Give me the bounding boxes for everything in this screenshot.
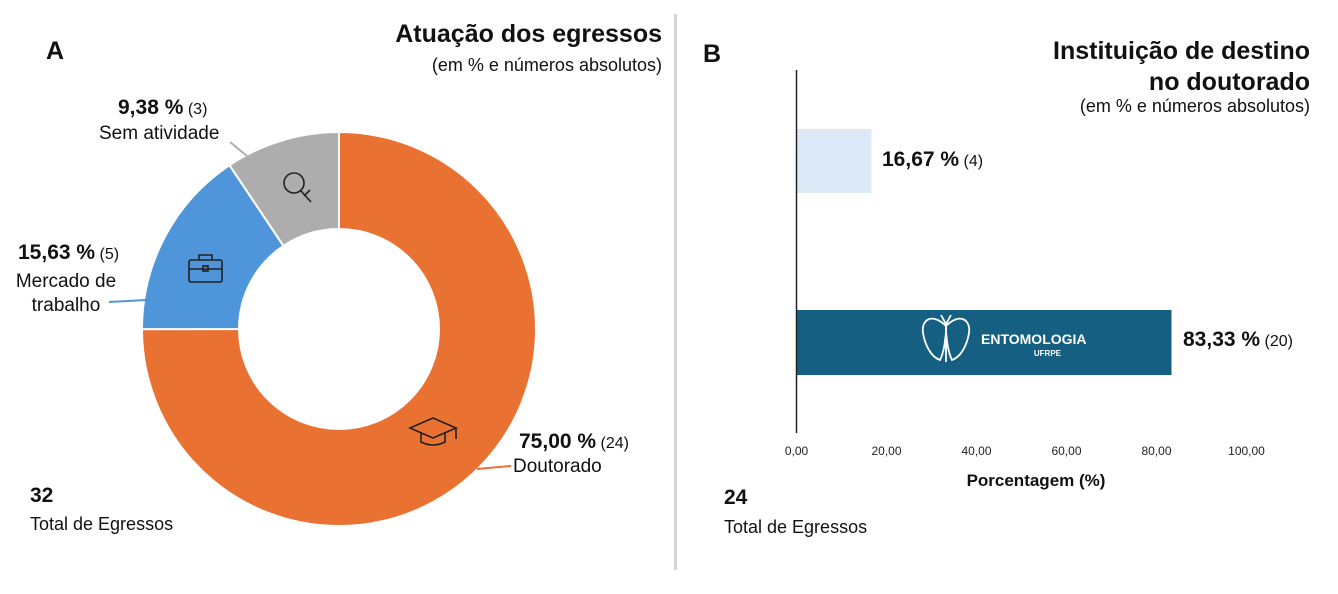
x-tick-label: 80,00 — [1141, 444, 1171, 458]
panel-a-total-label: Total de Egressos — [30, 514, 174, 534]
mercado-data-label: 15,63 % (5) — [18, 241, 119, 265]
bar-ufrpe — [796, 310, 1172, 375]
bar-1-data-label: 16,67 % (4) — [882, 148, 983, 172]
x-axis-ticks: 0,00 20,00 40,00 60,00 80,00 100,00 — [785, 444, 1265, 458]
mercado-count: (5) — [99, 246, 120, 263]
donut-slices — [140, 130, 537, 527]
panel-b-total-value: 24 — [724, 486, 748, 509]
logo-sub: UFRPE — [1034, 349, 1062, 358]
doutorado-data-label: 75,00 % (24) — [519, 430, 629, 454]
donut-slice-doutorado — [140, 130, 537, 527]
panel-b-letter: B — [703, 40, 722, 68]
sem-atividade-label: Sem atividade — [99, 123, 220, 144]
panel-a-subtitle: (em % e números absolutos) — [431, 55, 662, 75]
sem-atividade-data-label: 9,38 % (3) — [118, 96, 207, 120]
panel-a-letter: A — [46, 37, 65, 65]
doutorado-count: (24) — [600, 435, 629, 452]
x-tick-label: 0,00 — [785, 444, 809, 458]
mercado-label: Mercado de trabalho — [13, 270, 119, 318]
bar-2-data-label: 83,33 % (20) — [1183, 328, 1293, 352]
x-axis-title: Porcentagem (%) — [967, 471, 1106, 490]
entomologia-logo: ENTOMOLOGIA UFRPE — [921, 314, 1087, 362]
panel-a-total-value: 32 — [30, 484, 54, 507]
butterfly-icon — [921, 314, 971, 362]
bar-2-percent: 83,33 % — [1183, 328, 1261, 351]
x-tick-label: 20,00 — [871, 444, 901, 458]
sem-atividade-percent: 9,38 % — [118, 96, 184, 119]
mercado-label-line-2: trabalho — [31, 295, 101, 316]
panel-a-title: Atuação dos egressos — [395, 20, 662, 48]
bar-1-percent: 16,67 % — [882, 148, 960, 171]
bar-other — [796, 129, 872, 193]
briefcase-icon — [188, 254, 223, 283]
donut-slice-sem — [228, 130, 340, 248]
logo-name: ENTOMOLOGIA — [981, 331, 1087, 347]
panel-b-total-label: Total de Egressos — [724, 517, 868, 537]
doutorado-percent: 75,00 % — [519, 430, 597, 453]
panel-divider — [674, 14, 677, 570]
x-tick-label: 40,00 — [961, 444, 991, 458]
x-tick-label: 60,00 — [1051, 444, 1081, 458]
panel-b-title-line-1: Instituição de destino — [1053, 37, 1310, 65]
graduation-cap-icon — [407, 417, 459, 446]
bar-chart: 0,00 20,00 40,00 60,00 80,00 100,00 Porcentag… — [785, 70, 1265, 490]
doutorado-label: Doutorado — [513, 456, 602, 477]
doutorado-leader-line — [476, 465, 512, 470]
panel-b-title-line-2: no doutorado — [1148, 68, 1310, 96]
x-tick-label: 100,00 — [1228, 444, 1265, 458]
bar-2-count: (20) — [1264, 333, 1293, 350]
mercado-leader-line — [108, 299, 147, 303]
donut-chart — [108, 130, 537, 527]
sem-atividade-leader-line — [229, 141, 248, 157]
panel-b-subtitle: (em % e números absolutos) — [1079, 96, 1310, 116]
sem-atividade-count: (3) — [187, 101, 208, 118]
mercado-percent: 15,63 % — [18, 241, 96, 264]
mercado-label-line-1: Mercado de — [15, 271, 117, 292]
bar-1-count: (4) — [963, 153, 984, 170]
donut-slice-mercado — [140, 163, 285, 331]
bar-group — [796, 129, 1172, 375]
magnifier-icon — [283, 172, 312, 203]
